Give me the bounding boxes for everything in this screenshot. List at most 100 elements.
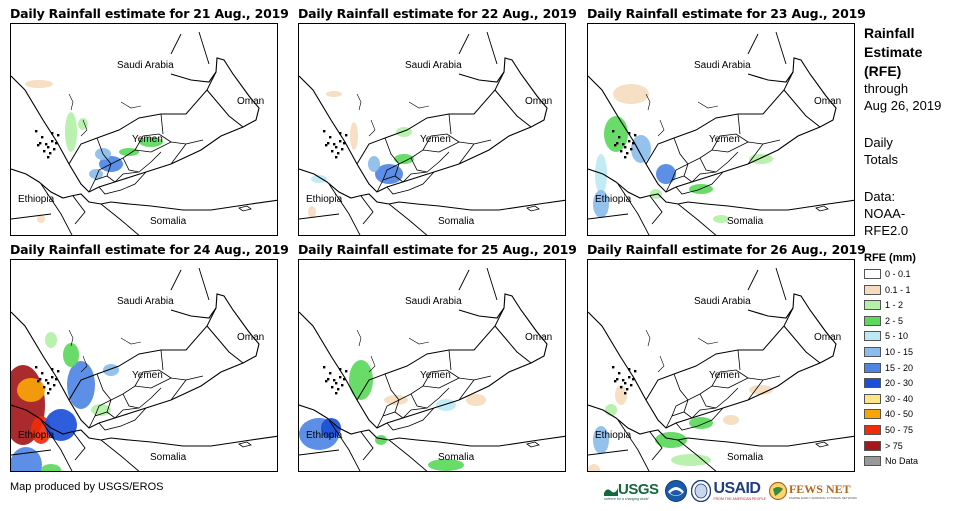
red-sea-islands [612,130,637,159]
rain-patch [17,378,45,402]
saudi-inner-border [458,31,498,65]
sidebar-title-line1: Rainfall [864,25,915,41]
red-sea-islands [323,366,348,395]
panel-title: Daily Rainfall estimate for 23 Aug., 201… [587,6,866,21]
legend-item: 50 - 75 [864,424,913,436]
rain-patch [89,169,103,179]
legend-item: 0 - 0.1 [864,268,911,280]
rain-patch [723,415,739,425]
legend-label: 20 - 30 [885,378,914,389]
rain-patch [689,417,713,429]
rain-patch [615,385,627,405]
socotra-island [526,441,540,448]
usgs-logo-text: USGS [618,481,659,498]
africa-borders [299,183,430,235]
label-oman: Oman [525,96,553,107]
legend-swatch [864,347,881,357]
africa-coastline [11,404,277,447]
label-yemen: Yemen [709,134,740,145]
rain-patch [671,454,711,466]
sidebar-title-line2: Estimate [864,44,923,60]
legend-swatch [864,378,881,389]
rain-patch [375,435,387,445]
wadis [356,329,430,373]
africa-borders [588,419,719,471]
rain-patch [63,343,79,367]
map-frame: Saudi Arabia Oman Yemen Ethiopia Somalia [587,259,855,472]
map-svg [299,267,565,471]
usgs-tagline: science for a changing world [604,497,649,501]
legend-swatch [864,440,881,451]
rain-patch [308,206,316,218]
legend-item: 5 - 10 [864,330,908,342]
legend-swatch [864,300,881,311]
map-panel: Daily Rainfall estimate for 25 Aug., 201… [298,242,577,474]
map-svg [299,31,565,235]
legend-item: > 75 [864,440,903,452]
legend-swatch [864,362,881,373]
map-panel: Daily Rainfall estimate for 24 Aug., 201… [10,242,289,474]
legend-label: 10 - 15 [885,347,914,357]
legend-label: 40 - 50 [885,409,914,420]
rain-patch [605,404,617,416]
socotra-island [238,205,252,212]
legend-item: 10 - 15 [864,346,913,358]
label-somalia: Somalia [150,452,187,463]
legend-item: 0.1 - 1 [864,284,911,296]
rainfall-layer [308,91,414,218]
legend-label: > 75 [885,440,903,451]
label-yemen: Yemen [709,370,740,381]
rain-patch [326,91,342,97]
saudi-inner-border [747,267,787,301]
saudi-yemen-border [645,307,794,401]
rain-patch [656,164,676,184]
africa-borders [11,419,142,471]
saudi-inner-border [458,267,498,301]
sidebar-data-label: Data: [864,189,896,204]
sidebar-totals: Totals [864,152,898,167]
yemen-governorates [376,349,492,431]
legend-label: 15 - 20 [885,362,914,373]
arabia-coastline [588,57,837,193]
saudi-yemen-border [356,71,505,165]
fews-globe-icon [768,481,787,501]
usgs-wave-icon [604,487,618,496]
rain-patch [368,156,380,172]
label-oman: Oman [237,332,265,343]
usaid-tagline: FROM THE AMERICAN PEOPLE [713,497,766,501]
logo-strip: USGS science for a changing world USAID … [604,479,857,503]
arabia-coastline [299,57,548,193]
legend-label: 50 - 75 [885,425,914,435]
sidebar-date: Aug 26, 2019 [864,98,942,113]
sidebar-daily: Daily [864,135,893,150]
rain-patch [349,360,373,400]
panel-title: Daily Rainfall estimate for 21 Aug., 201… [10,6,289,21]
africa-coastline [299,168,565,211]
label-yemen: Yemen [132,134,163,145]
rain-patch [713,215,729,223]
label-somalia: Somalia [727,452,764,463]
label-oman: Oman [814,332,842,343]
map-panel: Daily Rainfall estimate for 23 Aug., 201… [587,6,866,238]
legend-swatch [864,331,881,342]
saudi-inner-border [747,31,787,65]
legend-label: 30 - 40 [885,393,914,404]
rain-patch [595,154,607,194]
label-yemen: Yemen [132,370,163,381]
legend-swatch [864,409,881,420]
saudi-inner-border [170,267,210,301]
rain-patch [749,154,773,164]
label-oman: Oman [814,96,842,107]
label-somalia: Somalia [727,216,764,227]
legend-swatch [864,456,881,467]
oman-yemen-border [783,325,821,364]
rain-patch [655,432,687,448]
map-svg [588,31,854,235]
label-saudi-arabia: Saudi Arabia [405,60,462,71]
panel-title: Daily Rainfall estimate for 22 Aug., 201… [298,6,577,21]
africa-borders [11,183,142,235]
saudi-yemen-border [645,71,794,165]
label-ethiopia: Ethiopia [595,194,632,205]
legend-swatch [864,284,881,295]
oman-yemen-border [783,89,821,128]
